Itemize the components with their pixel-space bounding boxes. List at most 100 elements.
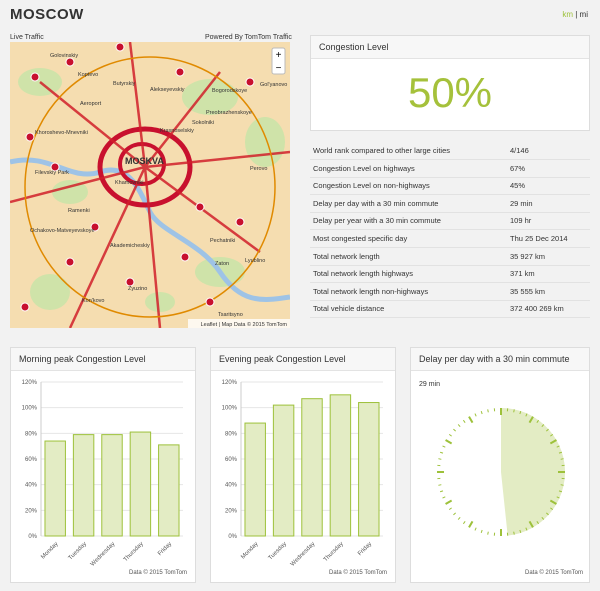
delay-sector	[501, 408, 565, 536]
dial-tick	[525, 413, 528, 417]
bar	[244, 422, 266, 537]
row-value: 45%	[510, 181, 526, 191]
y-tick-label: 80%	[225, 431, 238, 437]
unit-switch: km | mi	[562, 10, 588, 19]
row-label: World rank compared to other large citie…	[313, 146, 451, 155]
map-label: Khoroshevo-Mnevniki	[35, 130, 88, 136]
row-value: 29 min	[510, 198, 533, 208]
y-tick-label: 80%	[25, 431, 38, 437]
row-label: Total network length highways	[313, 269, 414, 279]
row-label: Congestion Level on highways	[313, 163, 415, 173]
evening-panel: Evening peak Congestion Level 0% 20% 40% 60…	[210, 347, 396, 583]
unit-km[interactable]: km	[562, 10, 573, 19]
dial-tick	[468, 520, 474, 528]
page-title: MOSCOW	[10, 6, 84, 23]
table-row: Total network length 35 927 km	[310, 248, 590, 266]
dial-tick	[474, 413, 477, 417]
map-label: Bogorodskoye	[212, 88, 247, 94]
map-label: Khamovniki	[115, 180, 143, 186]
dial-tick	[536, 521, 540, 525]
map-label: Ochakovo-Matveyevskoye	[30, 228, 95, 234]
source: Data © 2015 TomTom	[129, 569, 187, 576]
y-tick-label: 120%	[22, 380, 38, 386]
map-label: Aeroport	[80, 101, 102, 107]
map-label: Lyublino	[245, 258, 265, 264]
table-row: Total network length non-highways 35 555 …	[310, 283, 590, 301]
map-label: Sokolniki	[192, 120, 214, 126]
x-tick-label: Friday	[157, 541, 173, 557]
source: Data © 2015 TomTom	[525, 569, 583, 576]
dial-tick	[528, 520, 534, 528]
zoom-out[interactable]: −	[276, 63, 282, 74]
row-value: 35 927 km	[510, 251, 546, 261]
dial-tick	[528, 416, 534, 424]
dial-tick	[558, 490, 563, 493]
map-label: Zaton	[215, 261, 229, 267]
source: Data © 2015 TomTom	[329, 569, 387, 576]
chart: 0% 20% 40% 60% 80% 100% 120% Monday Tuesday Wedne…	[222, 380, 387, 576]
row-label: Delay per day with a 30 min commute	[313, 198, 439, 208]
x-tick-label: Monday	[240, 541, 259, 560]
y-tick-label: 120%	[222, 380, 238, 386]
congestion-value: 50%	[407, 69, 493, 116]
row-value: 109 hr	[510, 216, 532, 226]
parks	[18, 68, 285, 312]
x-tick-label: Friday	[357, 541, 373, 557]
dial-tick	[541, 516, 545, 520]
chart: 0% 20% 40% 60% 80% 100% 120% Monday Tuesday Wedne…	[22, 380, 187, 576]
dial-tick	[438, 458, 442, 460]
attribution-bg	[188, 319, 290, 328]
x-tick-label: Monday	[40, 541, 59, 560]
dial-tick	[480, 410, 483, 415]
dial-tick	[513, 531, 515, 535]
zoom-in[interactable]: +	[276, 50, 282, 61]
panel-title: Delay per day with a 30 min commute	[411, 348, 589, 371]
dial-tick	[439, 451, 444, 454]
dial-tick	[474, 527, 477, 531]
dial-tick	[448, 507, 452, 511]
map[interactable]: Golovinskiy Koptevo Butyrskiy Alekseyevs…	[10, 42, 290, 328]
dial-tick	[487, 409, 489, 413]
dial-tick	[545, 428, 549, 432]
map-label: Ramenki	[68, 208, 90, 214]
panel-title: Evening peak Congestion Level	[211, 348, 395, 371]
x-tick-label: Wednesday	[290, 541, 317, 568]
row-label: Most congested specific day	[313, 234, 408, 243]
map-label: Preobrazhenskoye	[206, 110, 252, 116]
bar	[158, 444, 180, 537]
map-label: Zyuzino	[128, 286, 147, 292]
dial-tick	[445, 439, 453, 445]
table-row: Congestion Level on non-highways 45%	[310, 177, 590, 196]
map-label: Perovo	[250, 166, 267, 172]
dial-tick	[513, 409, 515, 413]
row-value: 371 km	[510, 269, 535, 279]
x-tick-label: Tuesday	[68, 541, 88, 561]
map-title: Live Traffic	[10, 34, 44, 41]
bar	[72, 434, 95, 537]
panel-title: Morning peak Congestion Level	[11, 348, 195, 371]
x-tick-label: Wednesday	[90, 541, 117, 568]
incident-markers	[20, 42, 255, 312]
table-row: Delay per year with a 30 min commute 109 …	[310, 212, 590, 231]
y-tick-label: 20%	[25, 508, 38, 514]
map-label: Kon'kovo	[82, 298, 104, 304]
map-label: Butyrskiy	[113, 81, 136, 87]
dial-tick	[549, 439, 557, 445]
bar	[272, 404, 295, 537]
unit-mi[interactable]: mi	[579, 10, 588, 19]
dial-tick	[545, 512, 549, 516]
map-label: MOSKVA	[125, 156, 164, 166]
bar	[301, 398, 323, 537]
x-tick-label: Thursday	[123, 541, 145, 563]
dial-tick	[536, 419, 540, 423]
y-tick-label: 0%	[228, 534, 237, 540]
table-row: Total network length highways 371 km	[310, 265, 590, 284]
dial-tick	[442, 496, 446, 499]
dial-tick	[442, 445, 446, 448]
dial-tick	[448, 433, 452, 437]
map-label: Gol'yanovo	[260, 82, 287, 88]
bar	[129, 431, 152, 537]
y-tick-label: 100%	[22, 406, 38, 412]
dial-tick	[519, 410, 522, 415]
row-value: 4/146	[510, 146, 529, 155]
